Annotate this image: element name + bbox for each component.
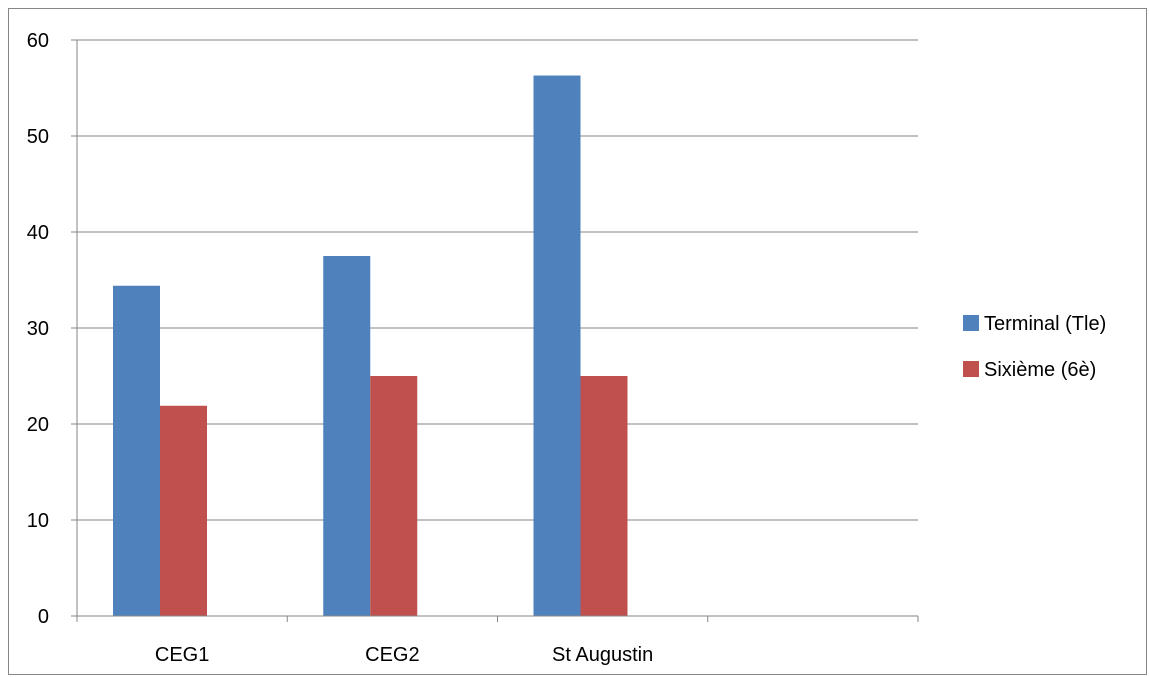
x-tick-label: CEG1 xyxy=(155,644,209,666)
y-tick-label: 60 xyxy=(27,30,49,52)
bar-terminal-tle--st-augustin xyxy=(533,75,581,616)
legend-swatch xyxy=(963,315,979,331)
legend-label: Sixième (6è) xyxy=(984,359,1096,381)
y-tick-label: 20 xyxy=(27,414,49,436)
bar-sixi-me-6--st-augustin xyxy=(580,376,628,616)
y-tick-label: 0 xyxy=(38,606,49,628)
legend-label: Terminal (Tle) xyxy=(984,313,1106,335)
bar-sixi-me-6--ceg2 xyxy=(370,376,418,616)
y-tick-label: 50 xyxy=(27,126,49,148)
legend: Terminal (Tle) Sixième (6è) xyxy=(963,313,1106,381)
legend-swatch xyxy=(963,361,979,377)
x-tick-label: St Augustin xyxy=(552,644,653,666)
axes xyxy=(71,39,919,622)
bars xyxy=(113,75,628,616)
y-tick-label: 10 xyxy=(27,510,49,532)
x-tick-labels: CEG1 CEG2 St Augustin xyxy=(155,644,653,666)
gridlines xyxy=(77,39,918,521)
x-tick-label: CEG2 xyxy=(365,644,419,666)
bar-terminal-tle--ceg2 xyxy=(323,256,371,616)
bar-sixi-me-6--ceg1 xyxy=(160,405,207,616)
y-tick-labels: 0 10 20 30 40 50 60 xyxy=(27,30,49,628)
y-tick-label: 30 xyxy=(27,318,49,340)
bar-terminal-tle--ceg1 xyxy=(113,285,160,616)
y-tick-label: 40 xyxy=(27,222,49,244)
